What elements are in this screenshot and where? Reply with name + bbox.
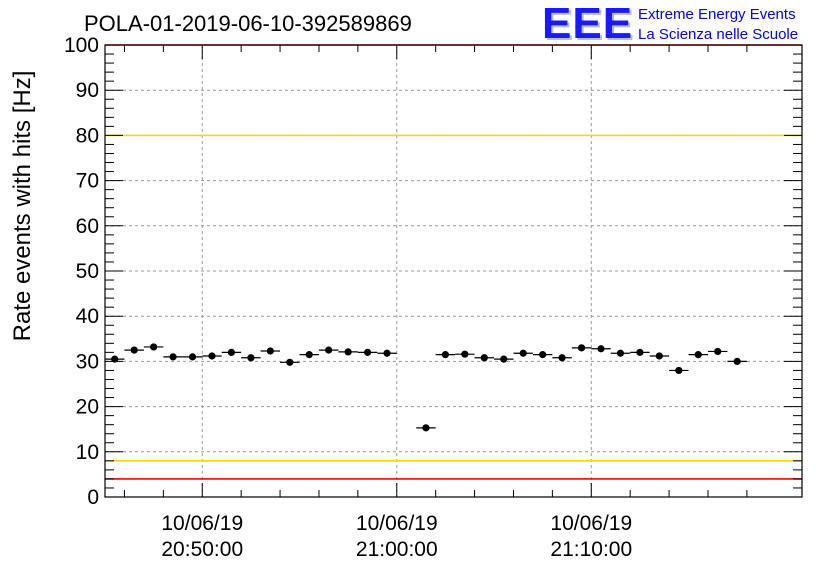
x-tick-time-label: 21:10:00 bbox=[550, 538, 632, 561]
data-point bbox=[694, 351, 702, 359]
y-axis-label: Rate events with hits [Hz] bbox=[9, 71, 36, 342]
data-point bbox=[733, 357, 741, 365]
data-point bbox=[344, 348, 352, 356]
data-point bbox=[714, 347, 722, 356]
data-point bbox=[266, 347, 274, 355]
y-tick-label: 30 bbox=[76, 350, 99, 373]
logo-line-2: La Scienza nelle Scuole bbox=[638, 26, 799, 43]
data-point bbox=[111, 355, 119, 363]
data-point bbox=[208, 352, 216, 360]
data-point bbox=[383, 349, 391, 357]
data-point bbox=[286, 358, 294, 366]
x-tick-date-label: 10/06/19 bbox=[356, 512, 438, 535]
data-point bbox=[480, 354, 488, 362]
y-tick-label: 60 bbox=[76, 215, 99, 238]
data-point bbox=[500, 355, 508, 363]
x-tick-time-label: 21:00:00 bbox=[356, 538, 438, 561]
data-point bbox=[519, 349, 527, 357]
x-axis-ticks: 10/06/19 20:50:00 10/06/19 21:00:00 10/06/19… bbox=[123, 45, 748, 561]
x-tick-date-label: 10/06/19 bbox=[550, 512, 632, 535]
data-point bbox=[188, 353, 197, 361]
reference-lines bbox=[105, 44, 802, 480]
data-point bbox=[150, 343, 158, 351]
data-point bbox=[675, 366, 683, 375]
y-tick-label: 100 bbox=[64, 34, 99, 57]
data-point bbox=[558, 354, 566, 362]
data-point bbox=[325, 346, 333, 354]
eee-logo-mark: EEE bbox=[542, 0, 634, 48]
y-tick-label: 0 bbox=[87, 486, 99, 509]
data-point bbox=[655, 352, 663, 360]
data-point bbox=[636, 348, 644, 356]
y-tick-label: 80 bbox=[76, 124, 99, 147]
data-point bbox=[616, 349, 625, 357]
x-tick-time-label: 20:50:00 bbox=[161, 538, 243, 561]
data-point bbox=[363, 348, 372, 356]
data-points bbox=[105, 343, 747, 432]
data-point bbox=[441, 351, 449, 359]
data-point bbox=[539, 351, 547, 359]
data-point bbox=[305, 351, 313, 359]
y-tick-label: 20 bbox=[76, 396, 99, 419]
y-tick-label: 50 bbox=[76, 260, 99, 283]
data-point bbox=[130, 346, 138, 354]
y-axis-ticks: 0 10 20 30 40 50 60 70 80 90 100 bbox=[64, 34, 802, 509]
x-tick-date-label: 10/06/19 bbox=[161, 512, 243, 535]
data-point bbox=[577, 344, 586, 352]
logo-line-1: Extreme Energy Events bbox=[638, 6, 796, 23]
y-tick-label: 90 bbox=[76, 79, 99, 102]
chart-title: POLA-01-2019-06-10-392589869 bbox=[84, 11, 412, 36]
y-tick-label: 40 bbox=[76, 305, 99, 328]
data-point bbox=[169, 353, 177, 361]
y-tick-label: 70 bbox=[76, 170, 99, 193]
data-point bbox=[597, 345, 605, 353]
y-tick-label: 10 bbox=[76, 441, 99, 464]
data-point bbox=[461, 350, 469, 358]
data-point bbox=[422, 424, 430, 432]
data-point bbox=[227, 348, 236, 356]
grid-lines bbox=[105, 45, 802, 497]
data-point bbox=[247, 354, 255, 362]
